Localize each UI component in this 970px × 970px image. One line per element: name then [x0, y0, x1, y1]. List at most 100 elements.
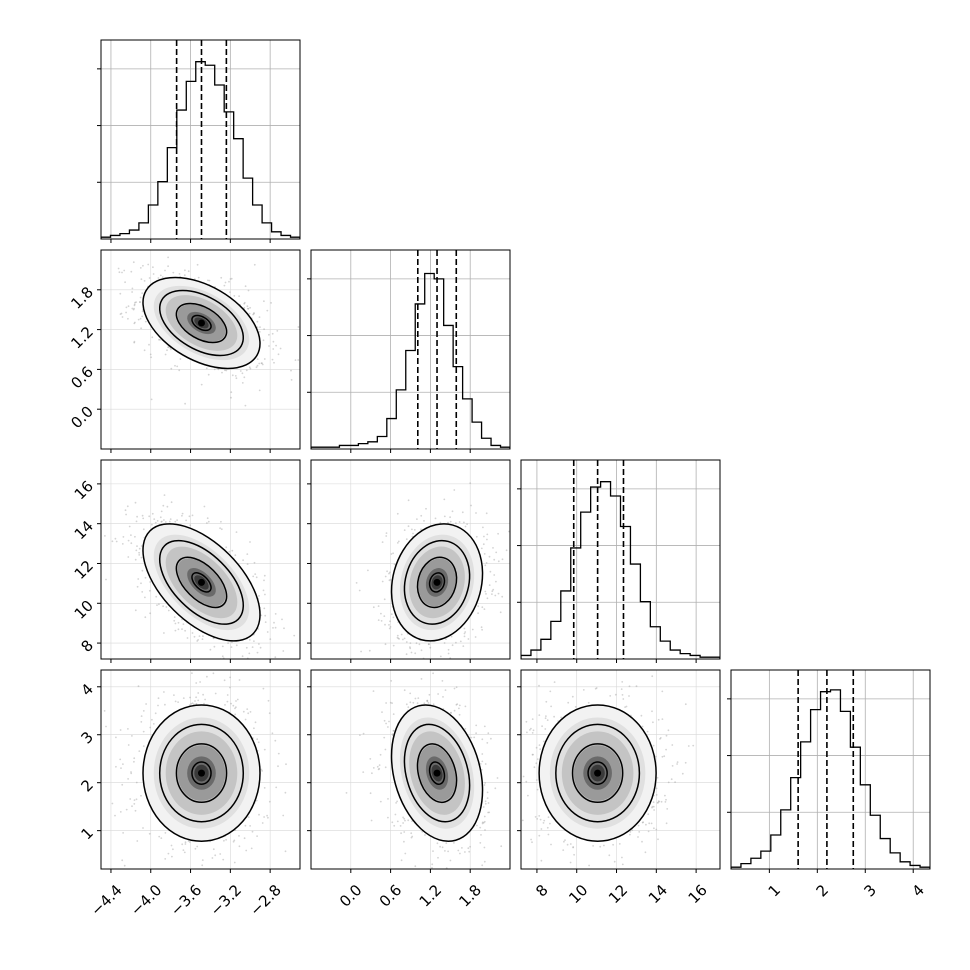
scatter-point [369, 792, 372, 795]
scatter-point [268, 712, 271, 715]
scatter-point [167, 852, 170, 855]
scatter-point [359, 734, 361, 736]
scatter-point [115, 736, 117, 739]
scatter-point [140, 715, 143, 717]
scatter-point [169, 518, 172, 520]
scatter-point [193, 667, 195, 669]
scatter-point [121, 543, 124, 545]
scatter-point [205, 367, 208, 370]
scatter-point [159, 872, 161, 874]
scatter-point [485, 512, 488, 515]
scatter-point [293, 634, 296, 637]
scatter-point [249, 541, 251, 543]
x-tick-label: 0.6 [376, 881, 406, 911]
scatter-point [269, 638, 272, 640]
scatter-point [130, 771, 132, 773]
scatter-point [194, 847, 197, 850]
scatter-point [546, 826, 549, 829]
scatter-point [527, 495, 529, 497]
scatter-point [134, 535, 136, 538]
scatter-point [135, 520, 138, 523]
scatter-point [383, 719, 386, 722]
scatter-point [268, 345, 270, 347]
scatter-point [184, 843, 187, 845]
scatter-point [182, 697, 185, 699]
scatter-point [262, 687, 265, 690]
scatter-point [487, 802, 490, 804]
scatter-point [243, 301, 246, 304]
scatter-point [483, 815, 486, 818]
scatter-point [133, 799, 136, 801]
scatter-point [227, 642, 230, 644]
scatter-point [416, 518, 418, 520]
panel-2-2 [517, 459, 721, 663]
scatter-point [264, 593, 266, 596]
scatter-point [467, 847, 470, 850]
scatter-point [247, 816, 250, 818]
scatter-point [135, 549, 138, 552]
scatter-point [134, 321, 136, 324]
scatter-point [176, 365, 179, 368]
scatter-point [376, 765, 379, 768]
scatter-point [455, 870, 457, 872]
scatter-point [387, 798, 389, 800]
scatter-point [482, 543, 485, 546]
scatter-point [426, 699, 429, 702]
y-tick-label: 8 [78, 636, 97, 655]
scatter-point [545, 700, 548, 703]
scatter-point [501, 558, 504, 561]
scatter-point [283, 627, 285, 630]
scatter-point [594, 877, 596, 879]
scatter-point [141, 292, 144, 294]
scatter-point [111, 540, 114, 543]
scatter-point [484, 590, 487, 593]
scatter-point [103, 710, 106, 712]
scatter-point [243, 837, 246, 840]
scatter-point [533, 766, 536, 769]
y-tick-label: 0.6 [67, 363, 97, 393]
scatter-point [541, 725, 543, 728]
scatter-point [379, 800, 382, 803]
scatter-point [133, 803, 136, 805]
scatter-point [142, 745, 145, 747]
scatter-point [220, 528, 223, 531]
scatter-point [380, 612, 382, 615]
scatter-point [247, 289, 250, 292]
scatter-point [268, 696, 270, 698]
scatter-point [233, 295, 236, 297]
scatter-point [245, 646, 248, 649]
scatter-point [134, 301, 136, 304]
scatter-point [157, 697, 160, 700]
scatter-point [204, 698, 207, 701]
scatter-point [624, 706, 626, 708]
scatter-point [394, 813, 397, 816]
scatter-point [274, 656, 277, 659]
scatter-point [258, 595, 260, 597]
scatter-point [285, 763, 287, 766]
x-tick-label: −4.0 [127, 881, 165, 919]
scatter-point [661, 755, 664, 758]
scatter-point [480, 834, 482, 836]
scatter-point [167, 256, 170, 259]
scatter-point [234, 554, 237, 557]
scatter-point [372, 767, 375, 769]
scatter-point [427, 702, 430, 704]
scatter-point [455, 522, 457, 525]
scatter-point [154, 712, 157, 715]
scatter-point [152, 273, 155, 275]
scatter-point [238, 845, 241, 848]
scatter-point [140, 556, 143, 559]
scatter-point [412, 532, 414, 535]
scatter-point [164, 353, 167, 356]
scatter-point [248, 674, 250, 676]
scatter-point [486, 597, 489, 600]
scatter-point [277, 353, 280, 356]
scatter-point [253, 727, 255, 730]
scatter-point [104, 535, 106, 537]
scatter-point [487, 811, 489, 814]
scatter-point [255, 366, 258, 369]
scatter-point [160, 521, 163, 523]
scatter-point [621, 694, 624, 696]
scatter-point [184, 629, 187, 632]
scatter-point [470, 736, 473, 739]
